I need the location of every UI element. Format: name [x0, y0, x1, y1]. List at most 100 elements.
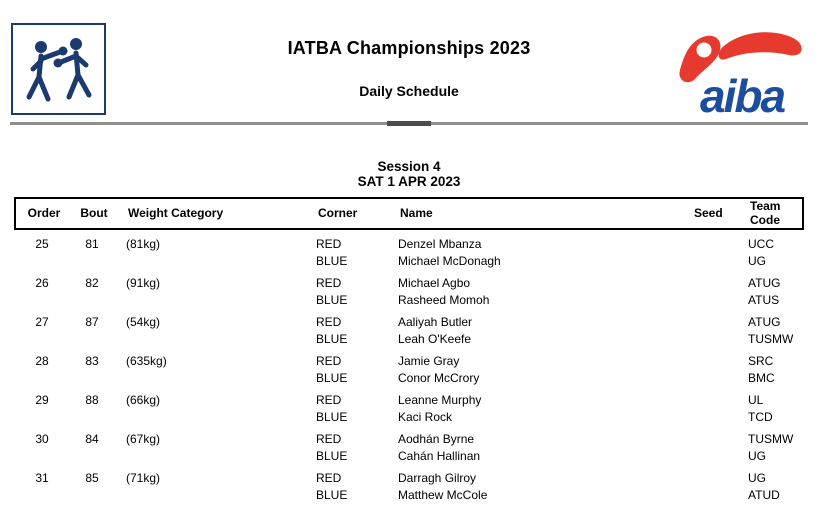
bout-row: 31 85 (71kg) RED Darragh Gilroy UG BLUE … [14, 470, 804, 504]
weight-cell-empty [114, 253, 304, 270]
boxers-icon [26, 38, 92, 102]
red-corner-cell: RED [316, 393, 342, 407]
blue-seed-cell [680, 292, 736, 309]
blue-corner-cell: BLUE [316, 293, 348, 307]
blue-corner-cell: BLUE [316, 332, 348, 346]
weight-cell-empty [114, 331, 304, 348]
blue-seed-cell [680, 448, 736, 465]
weight-cell-empty [114, 448, 304, 465]
weight-cell: (66kg) [126, 393, 161, 407]
red-corner-line: 30 84 (67kg) RED Aodhán Byrne TUSMW [14, 431, 804, 448]
blue-seed-cell [680, 409, 736, 426]
weight-cell: (91kg) [126, 276, 161, 290]
order-cell: 29 [35, 393, 49, 407]
blue-team-cell: UG [748, 449, 766, 463]
blue-team-cell: TCD [748, 410, 773, 424]
aiba-logo: aiba [666, 24, 806, 122]
column-header-team-code: Team Code [750, 199, 781, 227]
column-header-bout: Bout [80, 205, 108, 220]
page-title: IATBA Championships 2023 [287, 38, 531, 58]
bout-cell: 83 [85, 354, 99, 368]
blue-name-cell: Matthew McCole [398, 488, 488, 502]
red-name-cell: Aaliyah Butler [398, 315, 473, 329]
red-corner-cell: RED [316, 471, 342, 485]
boxing-pictogram-logo [11, 23, 106, 115]
order-cell-empty [14, 370, 70, 387]
blue-name-cell: Cahán Hallinan [398, 449, 481, 463]
red-team-cell: UL [748, 393, 764, 407]
red-team-cell: ATUG [748, 276, 781, 290]
blue-corner-cell: BLUE [316, 410, 348, 424]
blue-corner-line: BLUE Conor McCrory BMC [14, 370, 804, 387]
bout-cell: 88 [85, 393, 99, 407]
blue-corner-line: BLUE Matthew McCole ATUD [14, 487, 804, 504]
red-corner-cell: RED [316, 237, 342, 251]
divider-center-mark [387, 121, 431, 126]
column-header-weight-category: Weight Category [128, 205, 224, 220]
header-divider [10, 121, 808, 126]
column-header-seed: Seed [694, 205, 723, 220]
blue-corner-cell: BLUE [316, 371, 348, 385]
blue-corner-line: BLUE Kaci Rock TCD [14, 409, 804, 426]
bout-row: 28 83 (635kg) RED Jamie Gray SRC BLUE Co… [14, 353, 804, 387]
blue-team-cell: ATUS [748, 293, 780, 307]
weight-cell-empty [114, 292, 304, 309]
bout-cell-empty [70, 370, 114, 387]
red-team-cell: ATUG [748, 315, 781, 329]
red-team-cell: UCC [748, 237, 774, 251]
bout-row: 25 81 (81kg) RED Denzel Mbanza UCC BLUE … [14, 236, 804, 270]
blue-team-cell: UG [748, 254, 766, 268]
red-name-cell: Aodhán Byrne [398, 432, 475, 446]
blue-name-cell: Leah O'Keefe [398, 332, 472, 346]
order-cell-empty [14, 331, 70, 348]
blue-name-cell: Michael McDonagh [398, 254, 501, 268]
order-cell-empty [14, 448, 70, 465]
bout-cell: 84 [85, 432, 99, 446]
bout-cell-empty [70, 448, 114, 465]
bout-cell-empty [70, 292, 114, 309]
bout-row: 26 82 (91kg) RED Michael Agbo ATUG BLUE … [14, 275, 804, 309]
red-corner-line: 28 83 (635kg) RED Jamie Gray SRC [14, 353, 804, 370]
order-cell: 27 [35, 315, 49, 329]
weight-cell: (54kg) [126, 315, 161, 329]
blue-team-cell: ATUD [748, 488, 780, 502]
bout-cell-empty [70, 409, 114, 426]
red-seed-cell [680, 236, 736, 253]
blue-name-cell: Rasheed Momoh [398, 293, 490, 307]
schedule-rows: 25 81 (81kg) RED Denzel Mbanza UCC BLUE … [14, 236, 804, 504]
order-cell-empty [14, 253, 70, 270]
red-seed-cell [680, 275, 736, 292]
weight-cell-empty [114, 487, 304, 504]
order-cell-empty [14, 487, 70, 504]
red-name-cell: Michael Agbo [398, 276, 471, 290]
red-seed-cell [680, 392, 736, 409]
blue-team-cell: BMC [748, 371, 775, 385]
bout-cell: 87 [85, 315, 99, 329]
blue-name-cell: Conor McCrory [398, 371, 480, 385]
red-corner-line: 25 81 (81kg) RED Denzel Mbanza UCC [14, 236, 804, 253]
column-header-order: Order [27, 205, 61, 220]
weight-cell: (635kg) [126, 354, 167, 368]
order-cell: 26 [35, 276, 49, 290]
red-corner-cell: RED [316, 315, 342, 329]
table-header-row: Order Bout Weight Category Corner Name S… [14, 197, 804, 230]
column-header-name: Name [400, 205, 433, 220]
page-header: IATBA Championships 2023 Daily Schedule … [0, 0, 818, 122]
red-team-cell: UG [748, 471, 766, 485]
column-header-corner: Corner [318, 205, 358, 220]
blue-corner-cell: BLUE [316, 449, 348, 463]
red-name-cell: Jamie Gray [398, 354, 460, 368]
blue-corner-line: BLUE Rasheed Momoh ATUS [14, 292, 804, 309]
red-seed-cell [680, 353, 736, 370]
weight-cell: (67kg) [126, 432, 161, 446]
blue-corner-cell: BLUE [316, 488, 348, 502]
blue-seed-cell [680, 331, 736, 348]
bout-cell: 85 [85, 471, 99, 485]
red-corner-line: 31 85 (71kg) RED Darragh Gilroy UG [14, 470, 804, 487]
blue-corner-line: BLUE Michael McDonagh UG [14, 253, 804, 270]
bout-cell-empty [70, 487, 114, 504]
weight-cell: (81kg) [126, 237, 161, 251]
red-team-cell: TUSMW [748, 432, 794, 446]
page-subtitle: Daily Schedule [359, 83, 459, 99]
